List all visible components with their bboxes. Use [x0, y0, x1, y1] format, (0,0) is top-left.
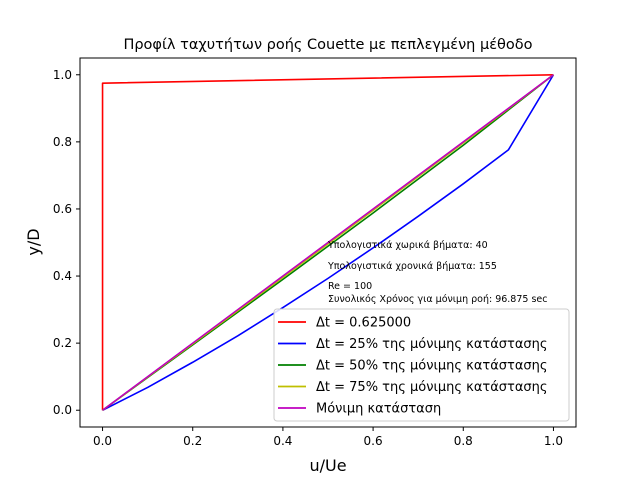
- legend-label-3: Δt = 75% της μόνιμης κατάστασης: [316, 380, 548, 395]
- series-line-1: [102, 74, 555, 411]
- x-tick-label-5: 1.0: [544, 434, 563, 448]
- y-axis-label: y/D: [24, 228, 43, 255]
- legend-label-4: Μόνιμη κατάσταση: [316, 402, 441, 417]
- legend: Δt = 0.625000 Δt = 25% της μόνιμης κατάστ…: [273, 308, 570, 422]
- y-tick-label-0: 0.0: [53, 403, 72, 417]
- y-tick-label-1: 0.2: [53, 336, 72, 350]
- series-layer: [101, 73, 555, 411]
- annotation-total-time: Συνολικός Χρόνος για μόνιμη ροή: 96.875 …: [328, 294, 547, 305]
- x-tick-label-0: 0.0: [93, 434, 112, 448]
- y-tick-label-4: 0.8: [53, 135, 72, 149]
- x-tick-label-2: 0.4: [273, 434, 292, 448]
- legend-box: [273, 308, 570, 422]
- series-line-0: [101, 73, 554, 411]
- y-tick-label-2: 0.4: [53, 269, 72, 283]
- plot-frame: [79, 57, 577, 428]
- legend-entries: Δt = 0.625000 Δt = 25% της μόνιμης κατάστ…: [278, 316, 548, 417]
- x-axis-label: u/Ue: [309, 456, 346, 475]
- series-line-4: [102, 74, 554, 411]
- legend-label-0: Δt = 0.625000: [316, 316, 411, 331]
- x-tick-label-1: 0.2: [183, 434, 202, 448]
- legend-label-1: Δt = 25% της μόνιμης κατάστασης: [316, 337, 548, 352]
- x-tick-label-4: 0.8: [454, 434, 473, 448]
- annotation-time-steps: Υπολογιστικά χρονικά βήματα: 155: [327, 261, 497, 272]
- chart-title: Προφίλ ταχυτήτων ροής Couette με πεπλεγμ…: [123, 37, 532, 53]
- annotation-block: Υπολογιστικά χωρικά βήματα: 40 Υπολογιστ…: [327, 240, 547, 305]
- legend-label-2: Δt = 50% της μόνιμης κατάστασης: [316, 359, 548, 374]
- y-tick-label-5: 1.0: [53, 68, 72, 82]
- x-tick-label-3: 0.6: [364, 434, 383, 448]
- ticks-layer: 0.0 0.2 0.4 0.6 0.8 1.0 0.0 0.2 0.4 0.6 0.8 1.0: [53, 68, 563, 448]
- annotation-reynolds: Re = 100: [328, 281, 372, 292]
- annotation-spatial-steps: Υπολογιστικά χωρικά βήματα: 40: [327, 240, 488, 251]
- y-tick-label-3: 0.6: [53, 202, 72, 216]
